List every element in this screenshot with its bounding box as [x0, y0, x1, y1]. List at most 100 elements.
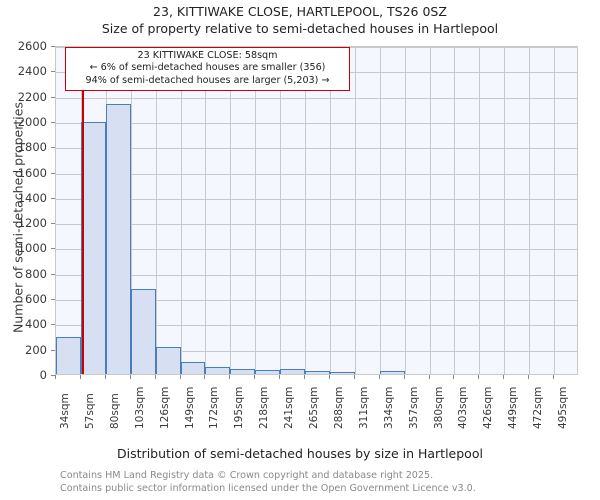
y-axis-tick-mark — [51, 197, 55, 199]
histogram-bar — [379, 371, 405, 374]
y-axis-tick-label: 400 — [25, 317, 47, 332]
x-axis-tick-mark — [104, 375, 106, 379]
gridline-horizontal — [56, 249, 577, 251]
x-axis-tick-mark — [328, 375, 330, 379]
y-axis-tick-label: 2200 — [17, 89, 47, 104]
y-axis-tick-mark — [51, 71, 55, 73]
x-axis-tick-mark — [279, 375, 281, 379]
footer-line-1: Contains HM Land Registry data © Crown c… — [60, 470, 434, 481]
x-axis-tick-label: 334sqm — [382, 386, 395, 429]
x-axis-tick-mark — [179, 375, 181, 379]
gridline-vertical — [205, 47, 207, 374]
histogram-bar — [130, 289, 156, 374]
annotation-smaller: ← 6% of semi-detached houses are smaller… — [89, 62, 326, 74]
x-axis-tick-mark — [304, 375, 306, 379]
x-axis-tick-label: 265sqm — [308, 386, 321, 429]
histogram-bar — [230, 369, 256, 374]
y-axis-tick-label: 600 — [25, 292, 47, 307]
gridline-vertical — [429, 47, 431, 374]
x-axis-tick-label: 149sqm — [183, 386, 196, 429]
x-axis-tick-label: 449sqm — [507, 386, 520, 429]
x-axis-tick-mark — [229, 375, 231, 379]
x-axis-tick-mark — [79, 375, 81, 379]
x-axis-tick-label: 311sqm — [357, 386, 370, 429]
y-axis-tick-mark — [51, 248, 55, 250]
x-axis-tick-label: 80sqm — [108, 393, 121, 429]
x-axis-tick-mark — [403, 375, 405, 379]
x-axis-title: Distribution of semi-detached houses by … — [117, 446, 483, 461]
x-axis-tick-label: 426sqm — [482, 386, 495, 429]
histogram-bar — [155, 347, 181, 374]
y-axis-tick-mark — [51, 375, 55, 376]
gridline-vertical — [379, 47, 381, 374]
footer-line-2: Contains public sector information licen… — [60, 482, 476, 494]
gridline-horizontal — [56, 300, 577, 302]
x-axis-tick-label: 288sqm — [332, 386, 345, 429]
x-axis-tick-mark — [154, 375, 156, 379]
property-annotation-box: 23 KITTIWAKE CLOSE: 58sqm ← 6% of semi-d… — [65, 47, 350, 91]
y-axis-tick-label: 1800 — [17, 140, 47, 155]
x-axis-tick-label: 195sqm — [233, 386, 246, 429]
histogram-bar — [305, 371, 330, 374]
gridline-vertical — [280, 47, 282, 374]
x-axis-tick-mark — [55, 375, 56, 379]
x-axis-tick-mark — [478, 375, 480, 379]
chart-title-secondary: Size of property relative to semi-detach… — [101, 21, 499, 36]
y-axis-tick-label: 200 — [25, 342, 47, 357]
x-axis-tick-mark — [503, 375, 505, 379]
x-axis-tick-label: 172sqm — [208, 386, 221, 429]
y-axis-tick-label: 2000 — [17, 114, 47, 129]
gridline-horizontal — [56, 224, 577, 226]
x-axis-tick-mark — [254, 375, 256, 379]
histogram-bar — [205, 367, 231, 374]
y-axis-tick-mark — [51, 223, 55, 225]
gridline-horizontal — [56, 173, 577, 175]
chart-title-primary: 23, KITTIWAKE CLOSE, HARTLEPOOL, TS26 0S… — [153, 4, 447, 19]
property-size-marker-line — [81, 47, 84, 374]
y-axis-tick-label: 0 — [39, 368, 47, 382]
y-axis-tick-mark — [51, 349, 55, 351]
y-axis-tick-mark — [51, 46, 55, 47]
y-axis-tick-mark — [51, 96, 55, 98]
y-axis-tick-mark — [51, 299, 55, 301]
x-axis-tick-label: 495sqm — [557, 386, 570, 429]
gridline-vertical — [180, 47, 182, 374]
gridline-horizontal — [56, 148, 577, 150]
gridline-vertical — [305, 47, 307, 374]
y-axis-tick-label: 1000 — [17, 241, 47, 256]
y-axis-tick-label: 1200 — [17, 216, 47, 231]
gridline-vertical — [504, 47, 506, 374]
gridline-vertical — [255, 47, 257, 374]
gridline-vertical — [404, 47, 406, 374]
x-axis-tick-label: 103sqm — [133, 386, 146, 429]
x-axis-tick-label: 57sqm — [83, 393, 96, 429]
x-axis-tick-label: 126sqm — [158, 386, 171, 429]
x-axis-tick-label: 357sqm — [407, 386, 420, 429]
gridline-horizontal — [56, 274, 577, 276]
gridline-vertical — [354, 47, 356, 374]
gridline-vertical — [130, 47, 132, 374]
gridline-vertical — [155, 47, 157, 374]
gridline-horizontal — [56, 198, 577, 200]
gridline-vertical — [554, 47, 556, 374]
x-axis-tick-label: 380sqm — [432, 386, 445, 429]
x-axis-tick-mark — [353, 375, 355, 379]
x-axis-tick-label: 34sqm — [59, 393, 71, 429]
x-axis-tick-mark — [378, 375, 380, 379]
histogram-bar — [105, 104, 131, 374]
histogram-bar — [255, 370, 281, 374]
gridline-horizontal — [56, 350, 577, 352]
y-axis-tick-mark — [51, 172, 55, 174]
x-axis-tick-mark — [129, 375, 131, 379]
gridline-horizontal — [56, 325, 577, 327]
y-axis-tick-label: 1600 — [17, 165, 47, 180]
y-axis-tick-label: 1400 — [17, 190, 47, 205]
x-axis-tick-mark — [453, 375, 455, 379]
x-axis-tick-label: 472sqm — [532, 386, 545, 429]
gridline-horizontal — [56, 97, 577, 99]
histogram-bar — [329, 371, 355, 374]
x-axis-tick-label: 403sqm — [457, 386, 470, 429]
annotation-larger: 94% of semi-detached houses are larger (… — [85, 74, 330, 86]
gridline-vertical — [230, 47, 232, 374]
